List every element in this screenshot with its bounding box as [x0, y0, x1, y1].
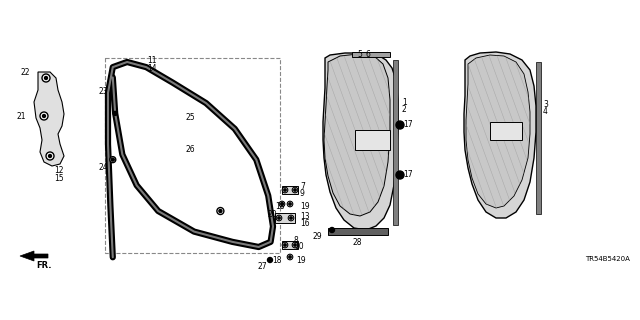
- Bar: [393, 60, 398, 225]
- Text: 27: 27: [258, 262, 268, 271]
- Text: 26: 26: [186, 146, 195, 155]
- Circle shape: [278, 217, 280, 219]
- Text: 13: 13: [300, 212, 310, 221]
- Circle shape: [282, 187, 288, 193]
- Circle shape: [294, 244, 296, 246]
- Bar: [282, 241, 298, 249]
- Bar: [282, 186, 298, 194]
- Circle shape: [284, 244, 286, 246]
- Circle shape: [294, 189, 296, 191]
- Text: 1: 1: [402, 98, 407, 107]
- Polygon shape: [20, 251, 48, 261]
- Circle shape: [282, 242, 288, 248]
- Text: 10: 10: [294, 242, 303, 251]
- Circle shape: [113, 111, 117, 116]
- Text: 16: 16: [300, 219, 310, 228]
- Text: FR.: FR.: [36, 261, 51, 270]
- Text: 5: 5: [358, 50, 362, 59]
- Circle shape: [330, 228, 335, 233]
- Text: 11: 11: [147, 56, 157, 65]
- Circle shape: [289, 256, 291, 258]
- Polygon shape: [324, 54, 390, 216]
- Bar: [355, 130, 390, 150]
- Text: 23: 23: [99, 87, 108, 97]
- Text: 17: 17: [403, 120, 413, 129]
- Circle shape: [288, 215, 294, 221]
- Circle shape: [268, 258, 273, 262]
- Circle shape: [45, 76, 47, 79]
- Circle shape: [287, 201, 293, 207]
- Circle shape: [49, 155, 51, 157]
- Circle shape: [396, 121, 404, 129]
- Bar: [352, 52, 390, 57]
- Circle shape: [217, 208, 224, 214]
- Text: 17: 17: [403, 170, 413, 179]
- Circle shape: [42, 115, 45, 117]
- Text: 3: 3: [543, 100, 548, 109]
- Text: 9: 9: [300, 189, 305, 198]
- Text: 22: 22: [20, 68, 30, 77]
- Text: 19: 19: [296, 256, 306, 265]
- Polygon shape: [464, 52, 536, 218]
- Polygon shape: [323, 53, 398, 230]
- Text: 12: 12: [54, 166, 63, 175]
- Circle shape: [279, 201, 285, 207]
- Circle shape: [292, 242, 298, 248]
- Text: 18: 18: [272, 256, 282, 265]
- Circle shape: [42, 74, 50, 82]
- Text: 20: 20: [268, 210, 278, 219]
- Circle shape: [290, 217, 292, 219]
- Bar: [328, 228, 388, 235]
- Circle shape: [287, 254, 293, 260]
- Circle shape: [110, 156, 116, 163]
- Polygon shape: [34, 72, 64, 166]
- Polygon shape: [466, 55, 530, 208]
- Circle shape: [284, 189, 286, 191]
- Circle shape: [281, 203, 283, 205]
- Text: 14: 14: [147, 64, 157, 73]
- Text: 21: 21: [17, 112, 26, 121]
- Text: 28: 28: [352, 238, 362, 247]
- Text: 8: 8: [294, 236, 299, 245]
- Text: 7: 7: [300, 182, 305, 191]
- Text: 15: 15: [54, 174, 63, 183]
- Circle shape: [111, 158, 115, 161]
- Circle shape: [276, 215, 282, 221]
- Bar: [490, 122, 522, 140]
- Circle shape: [212, 274, 219, 281]
- Text: 24: 24: [99, 164, 108, 172]
- Bar: [275, 213, 295, 223]
- Circle shape: [214, 276, 217, 279]
- Circle shape: [292, 187, 298, 193]
- Bar: [536, 62, 541, 214]
- Circle shape: [40, 112, 48, 120]
- Text: 18: 18: [275, 202, 285, 211]
- Text: 4: 4: [543, 107, 548, 116]
- Circle shape: [289, 203, 291, 205]
- Circle shape: [396, 171, 404, 179]
- Text: 6: 6: [365, 50, 371, 59]
- Text: 2: 2: [402, 105, 407, 114]
- Circle shape: [46, 152, 54, 160]
- Text: 25: 25: [186, 114, 195, 123]
- Bar: [105, 58, 280, 253]
- Text: 19: 19: [300, 202, 310, 211]
- Circle shape: [219, 210, 222, 212]
- Text: 29: 29: [312, 232, 322, 241]
- Text: TR54B5420A: TR54B5420A: [585, 256, 630, 262]
